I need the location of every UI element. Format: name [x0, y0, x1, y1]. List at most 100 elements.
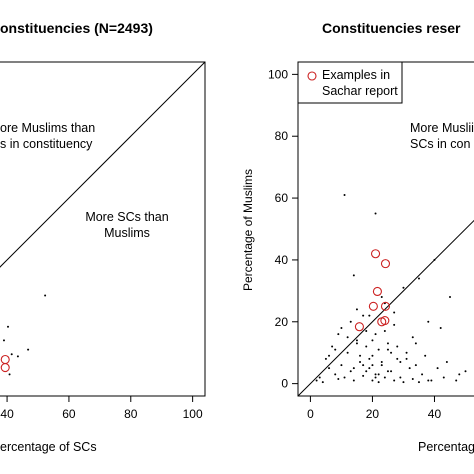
point [411, 377, 414, 380]
point [424, 354, 427, 357]
point [10, 353, 13, 356]
example-point [370, 249, 381, 259]
x-tick-label: 60 [62, 407, 76, 421]
point [411, 336, 414, 339]
point [365, 345, 368, 348]
point [405, 357, 408, 360]
point [390, 351, 393, 354]
point [390, 370, 393, 373]
point [377, 373, 380, 376]
point [448, 296, 451, 299]
point [371, 379, 374, 382]
point [355, 308, 358, 311]
point [340, 326, 343, 329]
panel-title: onstituencies (N=2493) [0, 20, 153, 36]
point [359, 354, 362, 357]
point [318, 376, 321, 379]
point [383, 376, 386, 379]
point [380, 360, 383, 363]
identity-line [0, 61, 206, 268]
x-tick-label: 80 [124, 407, 138, 421]
point [2, 339, 5, 342]
point [328, 367, 331, 370]
point [8, 373, 11, 376]
point [405, 351, 408, 354]
point [439, 326, 442, 329]
point [380, 364, 383, 367]
point [349, 320, 352, 323]
point [386, 348, 389, 351]
point [442, 376, 445, 379]
point [331, 345, 334, 348]
point [352, 367, 355, 370]
point [464, 370, 467, 373]
point [421, 373, 424, 376]
point [408, 367, 411, 370]
example-point [368, 301, 378, 311]
legend-marker [307, 71, 317, 81]
point [328, 354, 331, 357]
point [362, 374, 365, 377]
y-tick-label: 100 [268, 67, 288, 81]
point [455, 379, 458, 382]
legend-label: Examples in Sachar report [322, 68, 398, 98]
point [368, 367, 371, 370]
point [430, 379, 433, 382]
point [362, 314, 365, 317]
example-point [372, 286, 382, 297]
point [399, 360, 402, 363]
point [402, 381, 405, 384]
x-axis-label: Percentage [418, 440, 474, 454]
point [362, 364, 365, 367]
y-tick-label: 60 [275, 191, 289, 205]
point [346, 336, 349, 339]
point [383, 330, 386, 333]
point [16, 355, 19, 358]
point [374, 376, 377, 379]
point [402, 286, 405, 289]
point [393, 323, 396, 326]
point [368, 357, 371, 360]
example-point [354, 322, 364, 332]
x-tick-label: 0 [307, 407, 314, 421]
example-point [0, 354, 10, 365]
plot-frame [297, 61, 474, 397]
point [380, 296, 383, 299]
point [436, 367, 439, 370]
point [377, 381, 380, 384]
point [414, 364, 417, 367]
y-tick-label: 40 [275, 253, 289, 267]
point [396, 357, 399, 360]
point [324, 357, 327, 360]
point [371, 339, 374, 342]
point [374, 212, 377, 215]
point [386, 370, 389, 373]
y-tick-label: 20 [275, 315, 289, 329]
point [337, 377, 340, 380]
annotation: More Muslii SCs in con [410, 121, 474, 151]
point [352, 274, 355, 277]
example-point [380, 259, 391, 269]
point [337, 333, 340, 336]
annotation: ore Muslims than s in constituency [0, 121, 96, 151]
point [374, 333, 377, 336]
point [365, 370, 368, 373]
point [27, 348, 30, 351]
point [371, 364, 374, 367]
example-point [0, 362, 10, 373]
x-tick-label: 100 [183, 407, 203, 421]
point [315, 379, 318, 382]
y-tick-label: 0 [281, 377, 288, 391]
point [349, 370, 352, 373]
point [7, 325, 10, 328]
point [393, 311, 396, 314]
point [359, 360, 362, 363]
point [371, 354, 374, 357]
y-axis-label: Percentage of Muslims [241, 169, 255, 291]
point [321, 381, 324, 384]
point [355, 339, 358, 342]
annotation: More SCs than Muslims [85, 210, 169, 240]
plot-frame [0, 61, 206, 397]
